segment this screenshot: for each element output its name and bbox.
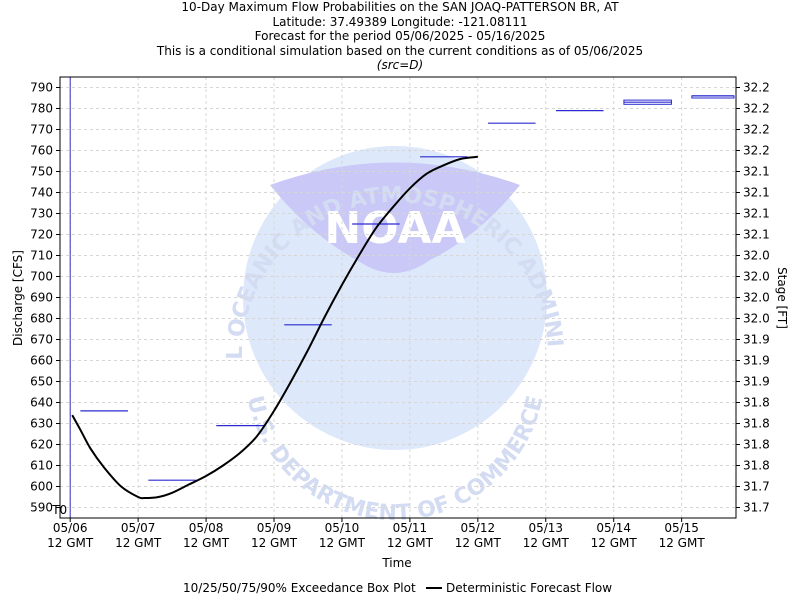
y-tick-label: 700: [30, 270, 53, 284]
x-tick-label-date: 05/08: [189, 521, 224, 535]
source-label: (src=D): [376, 58, 424, 72]
x-tick-label-time: 12 GMT: [115, 536, 162, 550]
y-axis-right: 31.7 31.7 31.8 31.8 31.8 31.8 31.9 31.9 31.9 32.0…: [736, 81, 770, 515]
y-tick-label: 590: [30, 501, 53, 515]
x-tick-label-date: 05/09: [257, 521, 292, 535]
y2-tick-label: 31.8: [743, 459, 770, 473]
x-tick-label-date: 05/15: [664, 521, 699, 535]
y2-tick-label: 32.2: [743, 123, 770, 137]
y-tick-label: 790: [30, 81, 53, 95]
y-tick-label: 760: [30, 144, 53, 158]
y2-tick-label: 31.9: [743, 375, 770, 389]
y-tick-label: 630: [30, 417, 53, 431]
y-tick-label: 620: [30, 438, 53, 452]
y-tick-label: 640: [30, 396, 53, 410]
y2-tick-label: 31.7: [743, 501, 770, 515]
x-tick-label-date: 05/10: [325, 521, 360, 535]
y2-tick-label: 31.8: [743, 417, 770, 431]
watermark-center-text: NOAA: [324, 203, 465, 254]
y2-tick-label: 32.1: [743, 207, 770, 221]
y2-tick-label: 32.1: [743, 186, 770, 200]
x-tick-label-date: 05/11: [393, 521, 428, 535]
x-tick-label-time: 12 GMT: [319, 536, 366, 550]
y-axis-left: 590 600 610 620 630 640 650 660 670 680 690 700 710 7…: [30, 81, 60, 515]
x-tick-label-time: 12 GMT: [183, 536, 230, 550]
title-line-3: Forecast for the period 05/06/2025 - 05/…: [254, 29, 546, 43]
x-tick-label-date: 05/06: [53, 521, 88, 535]
title-line-4: This is a conditional simulation based o…: [156, 43, 644, 58]
x-tick-label-time: 12 GMT: [591, 536, 638, 550]
y-tick-label: 740: [30, 186, 53, 200]
x-tick-label-time: 12 GMT: [659, 536, 706, 550]
deterministic-flow-line: [71, 155, 478, 500]
grid-lines: [60, 77, 736, 518]
watermark-seagull: [270, 162, 520, 274]
exceedance-box: [691, 95, 735, 99]
y-tick-label: 780: [30, 102, 53, 116]
chart-title-block: 10-Day Maximum Flow Probabilities on the…: [0, 0, 800, 73]
y-tick-label: 710: [30, 249, 53, 263]
y2-tick-label: 31.9: [743, 354, 770, 368]
x-tick-label-date: 05/07: [121, 521, 156, 535]
y2-axis-label: Stage [FT]: [775, 267, 789, 329]
y-tick-label: 730: [30, 207, 53, 221]
y-tick-label: 660: [30, 354, 53, 368]
x-tick-label-date: 05/13: [528, 521, 563, 535]
exceedance-box: [623, 99, 672, 105]
y-tick-label: 670: [30, 333, 53, 347]
y2-tick-label: 31.7: [743, 480, 770, 494]
legend-box-label: 10/25/50/75/90% Exceedance Box Plot: [183, 581, 416, 595]
x-tick-label-time: 12 GMT: [523, 536, 570, 550]
legend: 10/25/50/75/90% Exceedance Box Plot Dete…: [183, 581, 612, 595]
y2-tick-label: 32.0: [743, 270, 770, 284]
y2-tick-label: 32.2: [743, 81, 770, 95]
exceedance-boxes: [80, 95, 735, 481]
x-tick-label-date: 05/12: [461, 521, 496, 535]
y2-tick-label: 32.0: [743, 249, 770, 263]
x-tick-label-time: 12 GMT: [47, 536, 94, 550]
y2-tick-label: 32.2: [743, 144, 770, 158]
y-axis-label: Discharge [CFS]: [11, 250, 25, 346]
y-tick-label: 680: [30, 312, 53, 326]
t0-label: T0: [51, 503, 67, 517]
y-tick-label: 750: [30, 165, 53, 179]
y-tick-label: 690: [30, 291, 53, 305]
noaa-watermark-icon: NATIONAL OCEANIC AND ATMOSPHERIC ADMINIS…: [0, 0, 567, 526]
y2-tick-label: 31.8: [743, 438, 770, 452]
x-tick-label-time: 12 GMT: [251, 536, 298, 550]
y2-tick-label: 32.0: [743, 291, 770, 305]
legend-line-label: Deterministic Forecast Flow: [446, 581, 612, 595]
y-tick-label: 600: [30, 480, 53, 494]
y2-tick-label: 32.0: [743, 312, 770, 326]
y2-tick-label: 31.9: [743, 333, 770, 347]
x-axis-label: Time: [381, 556, 411, 570]
y2-tick-label: 32.2: [743, 102, 770, 116]
title-line-1: 10-Day Maximum Flow Probabilities on the…: [181, 0, 619, 14]
y-tick-label: 720: [30, 228, 53, 242]
y2-tick-label: 31.8: [743, 396, 770, 410]
y-tick-label: 650: [30, 375, 53, 389]
y-tick-label: 770: [30, 123, 53, 137]
y2-tick-label: 32.1: [743, 228, 770, 242]
x-tick-label-time: 12 GMT: [387, 536, 434, 550]
title-line-2: Latitude: 37.49389 Longitude: -121.08111: [272, 14, 528, 29]
y-tick-label: 610: [30, 459, 53, 473]
x-tick-label-time: 12 GMT: [455, 536, 502, 550]
y2-tick-label: 32.1: [743, 165, 770, 179]
x-tick-label-date: 05/14: [596, 521, 631, 535]
